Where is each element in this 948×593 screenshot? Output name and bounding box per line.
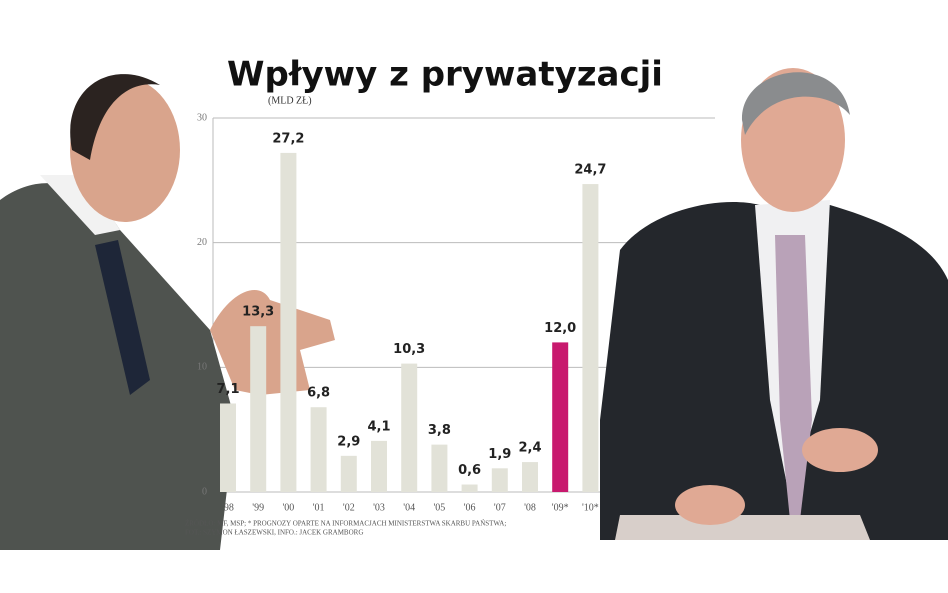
- value-label: 6,8: [307, 386, 330, 401]
- hand: [675, 485, 745, 525]
- bar: [491, 468, 508, 492]
- photo-left: [0, 74, 335, 550]
- x-tick-label: '00: [282, 502, 294, 513]
- x-tick-label: '03: [373, 502, 385, 513]
- credits-note: FOT.: SZYMON ŁASZEWSKI, INFO.: JACEK GRA…: [185, 529, 363, 537]
- tie: [95, 240, 150, 395]
- x-tick-label: '06: [464, 502, 476, 513]
- chart-subtitle: (MLD ZŁ): [268, 95, 312, 106]
- chart-title: Wpływy z prywatyzacji: [227, 55, 663, 95]
- bar: [552, 342, 569, 492]
- hand: [210, 290, 335, 395]
- hand: [802, 428, 878, 472]
- y-tick-label: 10: [197, 362, 207, 373]
- value-label: 27,2: [272, 131, 304, 146]
- bar: [401, 363, 418, 492]
- value-label: 2,4: [518, 441, 541, 456]
- y-tick-label: 20: [197, 237, 207, 248]
- bar: [280, 152, 297, 492]
- bar: [310, 407, 327, 492]
- x-tick-label: '99: [252, 502, 264, 513]
- bar: [582, 184, 599, 492]
- hair: [741, 72, 850, 135]
- bar: [220, 403, 236, 492]
- x-tick-label: '07: [494, 502, 506, 513]
- bar: [340, 455, 357, 492]
- suit: [0, 183, 235, 550]
- y-tick-label: 30: [197, 112, 207, 123]
- x-tick-label: '02: [343, 502, 355, 513]
- x-tick-label: '09*: [552, 502, 569, 513]
- y-tick-label: 0: [202, 486, 207, 497]
- lectern: [615, 515, 870, 540]
- value-label: 3,8: [428, 423, 451, 438]
- bar: [431, 444, 448, 492]
- value-label: 1,9: [488, 447, 511, 462]
- x-tick-label: '05: [433, 502, 445, 513]
- x-tick-label: '01: [313, 502, 325, 513]
- value-label: 13,3: [242, 305, 274, 320]
- bar: [522, 462, 538, 492]
- value-label: 0,6: [458, 463, 481, 478]
- bar: [250, 326, 267, 492]
- bar: [371, 440, 387, 492]
- value-label: 7,1: [216, 382, 239, 397]
- collar: [40, 175, 120, 235]
- value-label: 10,3: [393, 342, 425, 357]
- x-tick-label: '10*: [582, 502, 599, 513]
- value-label: 12,0: [544, 321, 576, 336]
- photo-right: [600, 68, 948, 540]
- source-note: ŹRÓDŁO: MF, MSP; * PROGNOZY OPARTE NA IN…: [185, 520, 506, 528]
- x-tick-label: '08: [524, 502, 536, 513]
- x-tick-label: '98: [222, 502, 234, 513]
- value-label: 24,7: [574, 163, 606, 178]
- value-label: 2,9: [337, 434, 360, 449]
- bar: [461, 484, 478, 492]
- x-tick-label: '04: [403, 502, 415, 513]
- value-label: 4,1: [367, 419, 390, 434]
- hair: [70, 74, 160, 160]
